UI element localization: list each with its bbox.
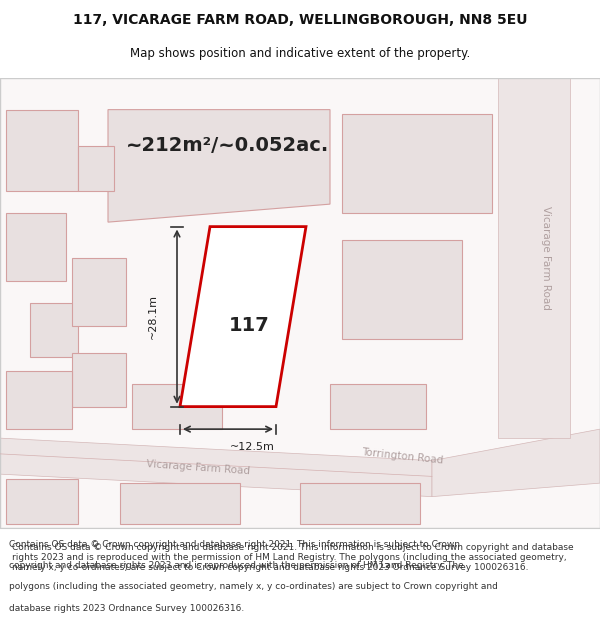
Polygon shape <box>108 109 330 222</box>
FancyBboxPatch shape <box>300 483 420 524</box>
FancyBboxPatch shape <box>120 483 240 524</box>
Text: Vicarage Farm Road: Vicarage Farm Road <box>541 206 551 310</box>
FancyBboxPatch shape <box>6 109 78 191</box>
FancyBboxPatch shape <box>72 258 126 326</box>
Text: ~212m²/~0.052ac.: ~212m²/~0.052ac. <box>127 136 329 155</box>
FancyBboxPatch shape <box>30 303 78 357</box>
Text: database rights 2023 Ordnance Survey 100026316.: database rights 2023 Ordnance Survey 100… <box>9 604 244 612</box>
Text: 117, VICARAGE FARM ROAD, WELLINGBOROUGH, NN8 5EU: 117, VICARAGE FARM ROAD, WELLINGBOROUGH,… <box>73 12 527 26</box>
FancyBboxPatch shape <box>6 213 66 281</box>
FancyBboxPatch shape <box>342 114 492 213</box>
Polygon shape <box>498 78 570 438</box>
Text: copyright and database rights 2023 and is reproduced with the permission of HM L: copyright and database rights 2023 and i… <box>9 561 464 570</box>
Text: Vicarage Farm Road: Vicarage Farm Road <box>146 459 250 476</box>
FancyBboxPatch shape <box>6 479 78 524</box>
FancyBboxPatch shape <box>132 384 222 429</box>
Text: Contains OS data © Crown copyright and database right 2021. This information is : Contains OS data © Crown copyright and d… <box>9 540 460 549</box>
Text: 117: 117 <box>229 316 269 335</box>
FancyBboxPatch shape <box>342 240 462 339</box>
FancyBboxPatch shape <box>6 371 72 429</box>
Text: polygons (including the associated geometry, namely x, y co-ordinates) are subje: polygons (including the associated geome… <box>9 582 498 591</box>
Text: ~28.1m: ~28.1m <box>148 294 158 339</box>
Polygon shape <box>180 227 306 407</box>
Polygon shape <box>432 429 600 497</box>
FancyBboxPatch shape <box>72 352 126 407</box>
Text: Torrington Road: Torrington Road <box>361 447 443 466</box>
Text: Map shows position and indicative extent of the property.: Map shows position and indicative extent… <box>130 47 470 59</box>
FancyBboxPatch shape <box>330 384 426 429</box>
Text: ~12.5m: ~12.5m <box>230 442 274 452</box>
Polygon shape <box>0 438 432 497</box>
Text: Contains OS data © Crown copyright and database right 2021. This information is : Contains OS data © Crown copyright and d… <box>12 542 574 572</box>
FancyBboxPatch shape <box>78 146 114 191</box>
